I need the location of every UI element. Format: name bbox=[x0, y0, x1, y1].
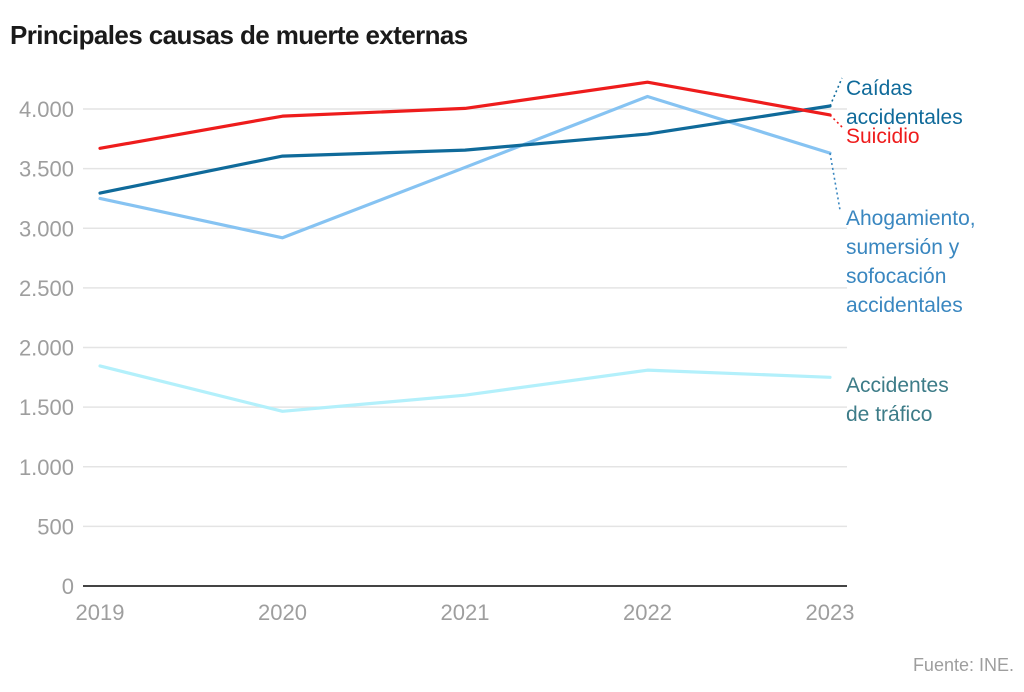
series-label: Caídas accidentales bbox=[846, 77, 963, 129]
y-tick-label: 2.000 bbox=[19, 336, 74, 361]
y-tick-label: 4.000 bbox=[19, 97, 74, 122]
series-lines bbox=[98, 80, 832, 413]
series-line bbox=[98, 94, 832, 240]
x-axis-ticks: 2019 2020 2021 2022 2023 bbox=[76, 600, 855, 625]
series-line bbox=[98, 364, 832, 413]
label-leader-line bbox=[829, 152, 841, 211]
y-tick-label: 2.500 bbox=[19, 276, 74, 301]
series-label: Accidentes de tráfico bbox=[846, 374, 949, 426]
series-label: Ahogamiento, sumersión y sofocación acciden… bbox=[846, 207, 976, 317]
y-tick-label: 1.500 bbox=[19, 395, 74, 420]
y-tick-label: 0 bbox=[62, 574, 74, 599]
x-tick-label: 2023 bbox=[806, 600, 855, 625]
y-axis-ticks: 0 500 1.000 1.500 2.000 2.500 3.000 3.500 4.000 bbox=[19, 97, 74, 599]
gridlines bbox=[83, 108, 847, 528]
chart-title: Principales causas de muerte externas bbox=[10, 20, 468, 50]
label-leader-line bbox=[829, 114, 843, 128]
y-tick-label: 1.000 bbox=[19, 455, 74, 480]
series-label: Suicidio bbox=[846, 125, 920, 148]
source-note: Fuente: INE. bbox=[912, 655, 1014, 675]
series-line bbox=[98, 80, 832, 150]
x-tick-label: 2019 bbox=[76, 600, 125, 625]
y-tick-label: 500 bbox=[37, 514, 74, 539]
y-tick-label: 3.000 bbox=[19, 216, 74, 241]
x-tick-label: 2022 bbox=[623, 600, 672, 625]
y-tick-label: 3.500 bbox=[19, 157, 74, 182]
series-line bbox=[98, 104, 832, 195]
label-leader-line bbox=[829, 77, 843, 107]
x-tick-label: 2021 bbox=[441, 600, 490, 625]
x-tick-label: 2020 bbox=[258, 600, 307, 625]
